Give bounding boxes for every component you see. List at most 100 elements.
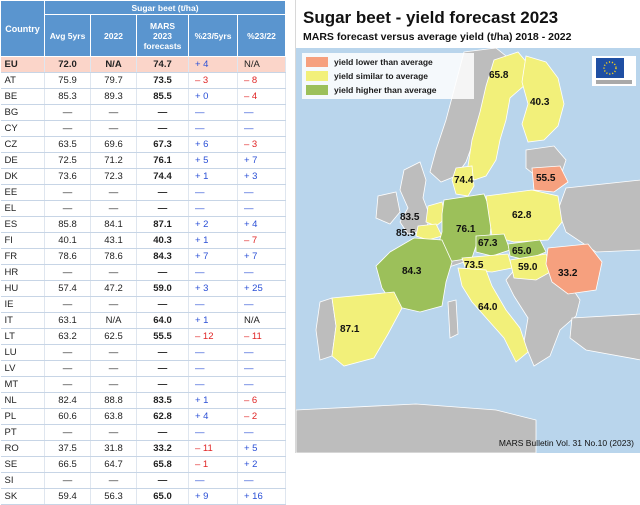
- table-row: CY — — — — —: [0, 120, 287, 137]
- cell-pct-5yrs: —: [188, 296, 238, 313]
- cell-pct-22: + 7: [237, 152, 287, 169]
- value-labels: 65.8 40.3 74.4 55.5 83.5 85.5 76.1 62.8 …: [340, 70, 578, 335]
- table-row: ES 85.8 84.1 87.1 + 2 + 4: [0, 216, 287, 233]
- table-row: SE 66.5 64.7 65.8– 1 + 2: [0, 456, 287, 473]
- cell-pct-22: + 25: [237, 280, 287, 297]
- map-panel: Sugar beet - yield forecast 2023 MARS fo…: [295, 0, 640, 453]
- cell-avg-5yrs: —: [44, 376, 91, 393]
- cell-2022: N/A: [90, 56, 137, 73]
- table-row: HU 57.4 47.2 59.0 + 3 + 25: [0, 280, 287, 297]
- legend-background: [302, 53, 474, 99]
- cell-pct-5yrs: + 4: [188, 56, 238, 73]
- cell-avg-5yrs: 78.6: [44, 248, 91, 265]
- country-islands: [447, 299, 459, 339]
- country-LT: [531, 165, 569, 193]
- cell-pct-5yrs: + 1: [188, 392, 238, 409]
- cell-country: FR: [0, 248, 45, 265]
- cell-forecast: —: [136, 424, 189, 441]
- header-avg5yrs: Avg 5yrs: [44, 14, 91, 57]
- cell-pct-5yrs: + 9: [188, 488, 238, 505]
- cell-2022: 43.1: [90, 232, 137, 249]
- country-IT: [457, 267, 529, 363]
- cell-forecast: 59.0: [136, 280, 189, 297]
- cell-country: DK: [0, 168, 45, 185]
- value-FR: 84.3: [402, 266, 422, 277]
- cell-country: EE: [0, 184, 45, 201]
- cell-avg-5yrs: 82.4: [44, 392, 91, 409]
- cell-avg-5yrs: —: [44, 344, 91, 361]
- no-data-countries: [296, 47, 640, 453]
- header-super: Sugar beet (t/ha): [43, 0, 287, 15]
- cell-avg-5yrs: —: [44, 360, 91, 377]
- cell-forecast: 84.3: [136, 248, 189, 265]
- data-countries: [331, 51, 603, 367]
- cell-country: LV: [0, 360, 45, 377]
- cell-2022: 71.2: [90, 152, 137, 169]
- country-RO: [545, 243, 603, 295]
- cell-forecast: —: [136, 296, 189, 313]
- cell-avg-5yrs: 37.5: [44, 440, 91, 457]
- cell-forecast: —: [136, 120, 189, 137]
- cell-forecast: 87.1: [136, 216, 189, 233]
- map-title: Sugar beet - yield forecast 2023: [303, 8, 558, 27]
- table-row: IT 63.1 N/A 64.0 + 1 N/A: [0, 312, 287, 329]
- table-row: LV — — — — —: [0, 360, 287, 377]
- cell-country: BG: [0, 104, 45, 121]
- eu-flag-icon: [596, 58, 624, 78]
- value-BE: 85.5: [396, 228, 416, 239]
- cell-pct-5yrs: + 5: [188, 152, 238, 169]
- cell-forecast: —: [136, 472, 189, 489]
- cell-pct-5yrs: + 0: [188, 88, 238, 105]
- cell-pct-5yrs: —: [188, 264, 238, 281]
- title-area: [296, 0, 640, 48]
- cell-pct-22: N/A: [237, 56, 287, 73]
- cell-pct-5yrs: —: [188, 472, 238, 489]
- table-row: AT 75.9 79.7 73.5– 3– 8: [0, 72, 287, 89]
- table-row: IE — — — — —: [0, 296, 287, 313]
- table-row: MT — — — — —: [0, 376, 287, 393]
- cell-avg-5yrs: 57.4: [44, 280, 91, 297]
- eu-logo-caption-mark: [596, 80, 632, 84]
- table-row: DK 73.6 72.3 74.4 + 1 + 3: [0, 168, 287, 185]
- cell-avg-5yrs: 60.6: [44, 408, 91, 425]
- cell-forecast: 65.8: [136, 456, 189, 473]
- table-row: SK 59.4 56.3 65.0 + 9 + 16: [0, 488, 287, 505]
- header-2022: 2022: [90, 14, 137, 57]
- cell-avg-5yrs: —: [44, 120, 91, 137]
- yield-table-panel: Country Sugar beet (t/ha) Avg 5yrs 2022 …: [0, 0, 287, 505]
- table-row: BG — — — — —: [0, 104, 287, 121]
- cell-forecast: 64.0: [136, 312, 189, 329]
- country-BE: [415, 223, 443, 241]
- cell-2022: —: [90, 264, 137, 281]
- cell-pct-22: – 11: [237, 328, 287, 345]
- cell-avg-5yrs: 85.8: [44, 216, 91, 233]
- cell-2022: 88.8: [90, 392, 137, 409]
- country-FI: [521, 55, 565, 143]
- header-pct-5yrs: %23/5yrs: [188, 14, 238, 57]
- cell-2022: —: [90, 120, 137, 137]
- cell-avg-5yrs: 40.1: [44, 232, 91, 249]
- cell-pct-22: —: [237, 344, 287, 361]
- cell-2022: —: [90, 424, 137, 441]
- map-footer: MARS Bulletin Vol. 31 No.10 (2023): [499, 438, 634, 448]
- cell-2022: 31.8: [90, 440, 137, 457]
- table-row: DE 72.5 71.2 76.1 + 5 + 7: [0, 152, 287, 169]
- country-CZ: [475, 233, 511, 257]
- cell-pct-22: —: [237, 472, 287, 489]
- value-RO: 33.2: [558, 268, 578, 279]
- cell-country: SI: [0, 472, 45, 489]
- cell-forecast: 55.5: [136, 328, 189, 345]
- cell-forecast: 83.5: [136, 392, 189, 409]
- country-AT: [461, 253, 513, 273]
- header-forecast-text: MARS 2023 forecasts: [143, 20, 182, 51]
- map-subtitle: MARS forecast versus average yield (t/ha…: [303, 31, 572, 43]
- cell-forecast: 40.3: [136, 232, 189, 249]
- cell-pct-5yrs: + 1: [188, 168, 238, 185]
- cell-pct-22: —: [237, 296, 287, 313]
- cell-forecast: 67.3: [136, 136, 189, 153]
- cell-avg-5yrs: 63.5: [44, 136, 91, 153]
- header-country: Country: [0, 0, 45, 57]
- cell-country: RO: [0, 440, 45, 457]
- cell-2022: 62.5: [90, 328, 137, 345]
- cell-country: ES: [0, 216, 45, 233]
